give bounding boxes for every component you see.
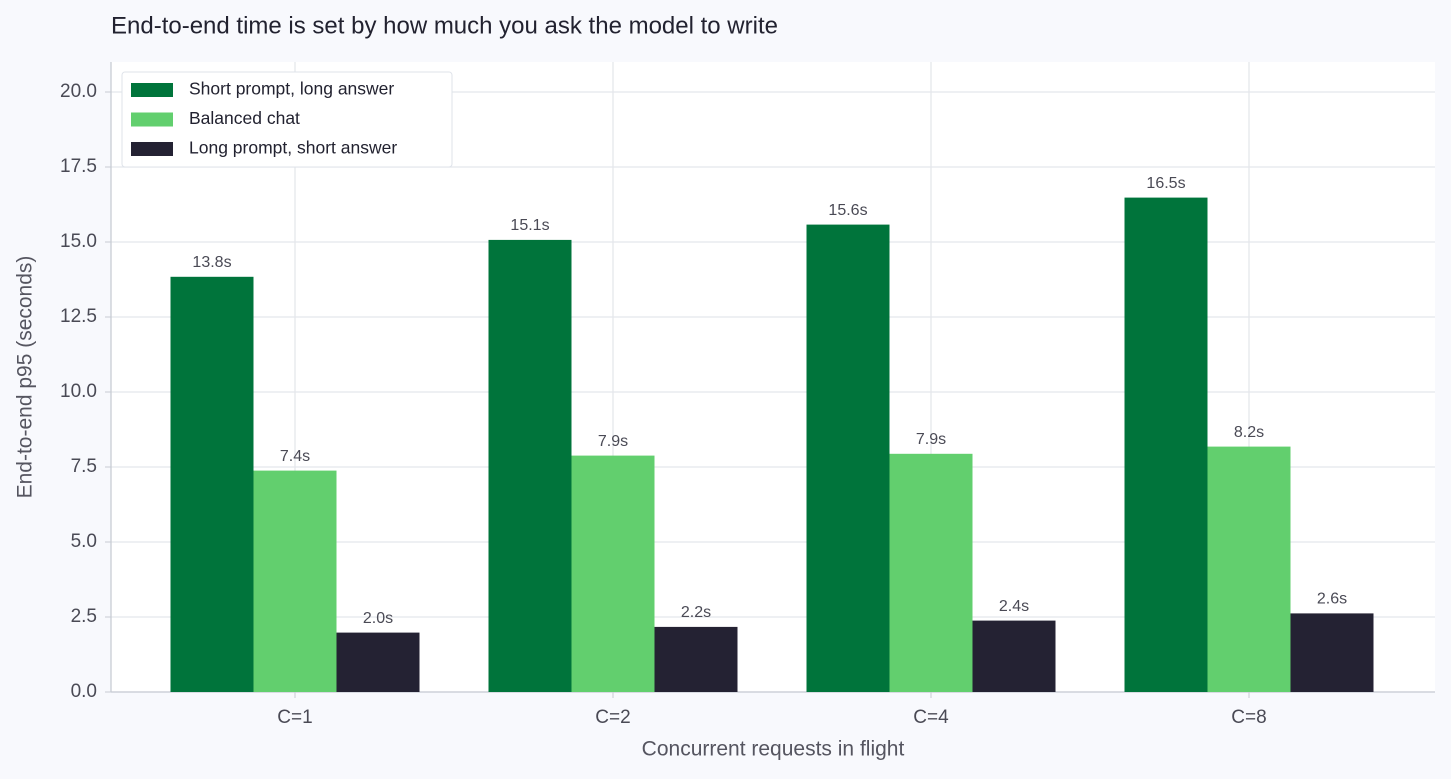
x-tick-label: C=1	[277, 707, 312, 728]
x-axis-label: Concurrent requests in flight	[642, 738, 905, 761]
legend-label: Long prompt, short answer	[189, 138, 397, 158]
value-label: 2.6s	[1317, 591, 1347, 608]
bar	[654, 626, 738, 692]
y-tick-label: 12.5	[60, 306, 97, 327]
bar	[972, 620, 1056, 692]
legend-swatch	[131, 83, 173, 97]
value-label: 7.9s	[598, 433, 628, 450]
bar	[571, 455, 655, 692]
y-tick-label: 0.0	[71, 681, 97, 702]
bar	[1290, 613, 1374, 692]
legend-box	[121, 71, 453, 168]
y-axis-label: End-to-end p95 (seconds)	[14, 256, 37, 499]
bar	[1207, 446, 1291, 692]
y-tick-label: 10.0	[60, 381, 97, 402]
bar	[889, 453, 973, 692]
legend-swatch	[131, 112, 173, 127]
value-label: 15.6s	[828, 202, 867, 219]
legend-swatch	[131, 142, 173, 156]
y-tick-label: 15.0	[60, 231, 97, 252]
value-label: 15.1s	[510, 217, 549, 234]
value-label: 2.2s	[681, 604, 711, 621]
value-label: 7.9s	[916, 431, 946, 448]
value-label: 8.2s	[1234, 424, 1264, 441]
y-tick-label: 2.5	[71, 606, 97, 627]
bar	[170, 276, 254, 692]
legend-label: Short prompt, long answer	[189, 79, 394, 99]
value-label: 7.4s	[280, 448, 310, 465]
y-tick-label: 20.0	[60, 81, 97, 102]
bar	[253, 470, 337, 692]
legend-label: Balanced chat	[189, 108, 300, 128]
value-label: 2.4s	[999, 598, 1029, 615]
x-tick-label: C=4	[913, 707, 949, 728]
x-tick-label: C=2	[595, 707, 630, 728]
value-label: 16.5s	[1146, 175, 1185, 192]
y-tick-label: 17.5	[60, 156, 97, 177]
y-tick-label: 5.0	[71, 531, 97, 552]
y-tick-label: 7.5	[71, 456, 97, 477]
x-tick-label: C=8	[1231, 707, 1266, 728]
chart-title: End-to-end time is set by how much you a…	[111, 12, 778, 39]
value-label: 2.0s	[363, 610, 393, 627]
bar	[1124, 197, 1208, 692]
value-label: 13.8s	[192, 254, 231, 271]
bar	[336, 632, 420, 692]
bar	[806, 224, 890, 692]
bar	[488, 239, 572, 692]
